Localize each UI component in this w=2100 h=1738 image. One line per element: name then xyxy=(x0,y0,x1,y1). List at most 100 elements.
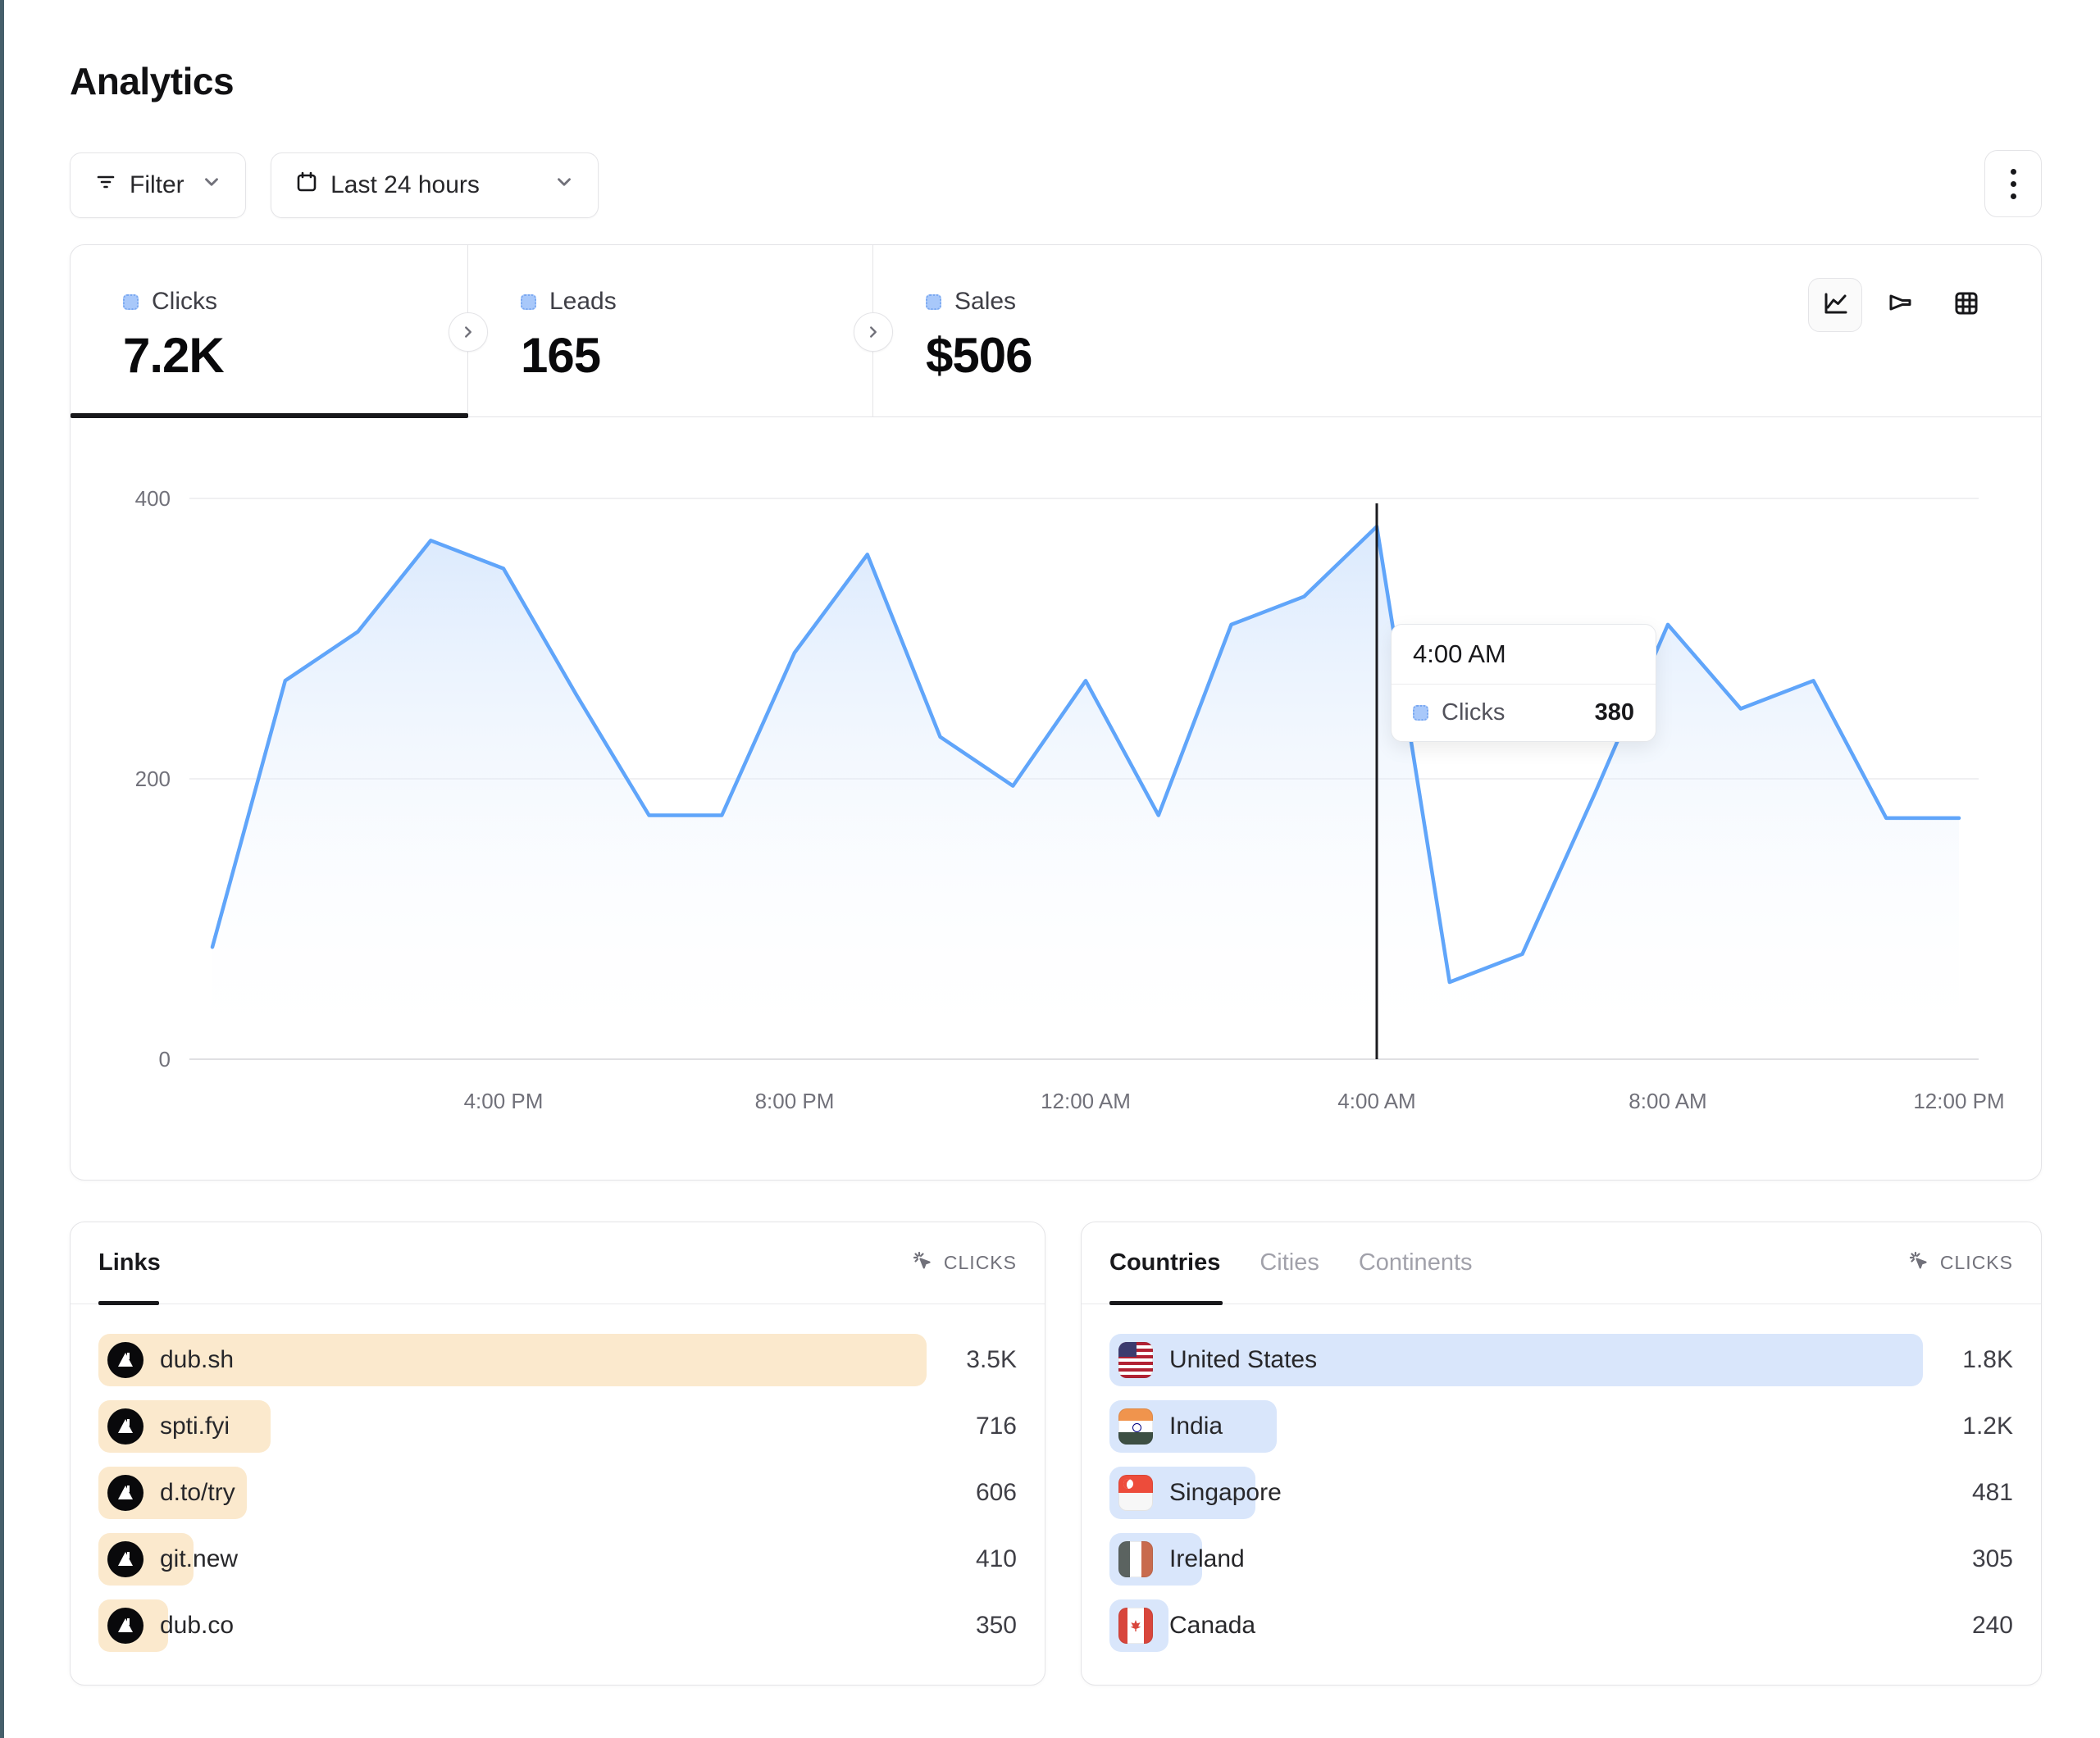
links-metric-label: CLICKS xyxy=(943,1252,1017,1273)
country-clicks-value: 1.2K xyxy=(1962,1413,2013,1440)
country-clicks-value: 1.8K xyxy=(1962,1346,2013,1373)
tab-countries[interactable]: Countries xyxy=(1109,1249,1221,1276)
link-clicks-value: 606 xyxy=(975,1479,1017,1506)
active-tab-underline xyxy=(71,413,468,418)
dub-logo-icon xyxy=(107,1408,143,1445)
kebab-menu-icon xyxy=(2010,168,2016,199)
link-clicks-value: 3.5K xyxy=(966,1346,1017,1373)
leads-value: 165 xyxy=(521,328,601,383)
sales-tab-label: Sales xyxy=(954,288,1017,315)
country-row[interactable]: Singapore 481 xyxy=(1109,1467,2013,1519)
links-panel-header: Links CLICKS xyxy=(71,1222,1045,1305)
leads-legend-icon xyxy=(521,293,536,310)
line-chart-view-button[interactable] xyxy=(1808,278,1862,332)
country-clicks-value: 240 xyxy=(1971,1612,2013,1639)
tab-sales[interactable]: Sales $506 xyxy=(873,245,1365,416)
clicks-time-series-chart[interactable]: 0 200 400 4:00 PM 8:00 PM 12:00 AM 4:00 AM 8:00… xyxy=(71,417,2040,1180)
tooltip-row: Clicks 380 xyxy=(1392,685,1656,741)
leads-tab-label: Leads xyxy=(549,288,617,315)
country-label: Singapore xyxy=(1169,1479,1282,1506)
tab-cities[interactable]: Cities xyxy=(1260,1249,1319,1276)
sales-legend-icon xyxy=(926,293,941,310)
links-panel: Links CLICKS dub.sh 3.5K spti.fyi 716 xyxy=(70,1222,1045,1686)
date-range-button[interactable]: Last 24 hours xyxy=(271,152,599,218)
x-axis-tick: 4:00 AM xyxy=(1337,1089,1415,1113)
link-label: spti.fyi xyxy=(160,1413,230,1440)
link-clicks-value: 716 xyxy=(975,1413,1017,1440)
x-axis-tick: 4:00 PM xyxy=(464,1089,544,1113)
y-axis-tick: 0 xyxy=(159,1047,171,1071)
tab-leads[interactable]: Leads 165 xyxy=(468,245,873,416)
country-clicks-value: 305 xyxy=(1971,1545,2013,1572)
chart-view-switcher xyxy=(1808,278,1993,332)
countries-list: United States 1.8K India 1.2K Singapore … xyxy=(1082,1304,2041,1652)
x-axis-tick: 8:00 PM xyxy=(755,1089,835,1113)
countries-metric-label: CLICKS xyxy=(1939,1252,2013,1273)
cursor-click-icon xyxy=(911,1249,934,1277)
dub-logo-icon xyxy=(107,1541,143,1577)
canada-flag-icon xyxy=(1118,1608,1153,1644)
chart-tooltip: 4:00 AM Clicks 380 xyxy=(1391,624,1656,742)
expand-clicks-leads-button[interactable] xyxy=(449,312,488,352)
link-row[interactable]: git.new 410 xyxy=(98,1533,1017,1586)
country-clicks-value: 481 xyxy=(1971,1479,2013,1506)
funnel-view-button[interactable] xyxy=(1874,278,1928,332)
y-axis-tick: 400 xyxy=(135,486,171,511)
ireland-flag-icon xyxy=(1118,1541,1153,1577)
page-title: Analytics xyxy=(70,60,235,102)
link-row[interactable]: spti.fyi 716 xyxy=(98,1400,1017,1453)
country-row[interactable]: India 1.2K xyxy=(1109,1400,2013,1453)
clicks-value: 7.2K xyxy=(123,328,225,383)
sales-value: $506 xyxy=(926,328,1032,383)
link-clicks-value: 410 xyxy=(975,1545,1017,1572)
link-clicks-value: 350 xyxy=(975,1612,1017,1639)
link-label: d.to/try xyxy=(160,1479,235,1506)
links-tab-underline xyxy=(98,1301,159,1305)
dub-logo-icon xyxy=(107,1342,143,1378)
expand-leads-sales-button[interactable] xyxy=(854,312,893,352)
country-label: India xyxy=(1169,1413,1223,1440)
country-row[interactable]: Ireland 305 xyxy=(1109,1533,2013,1586)
x-axis-tick: 12:00 AM xyxy=(1041,1089,1131,1113)
tooltip-series-label: Clicks xyxy=(1442,699,1506,726)
filter-button[interactable]: Filter xyxy=(70,152,246,218)
link-label: dub.co xyxy=(160,1612,235,1639)
tooltip-series-value: 380 xyxy=(1594,699,1634,726)
country-row[interactable]: United States 1.8K xyxy=(1109,1334,2013,1386)
analytics-card: Clicks 7.2K Leads 165 Sales $506 xyxy=(70,244,2042,1181)
tab-clicks[interactable]: Clicks 7.2K xyxy=(71,245,468,418)
toolbar: Filter Last 24 hours xyxy=(70,150,2042,218)
table-view-button[interactable] xyxy=(1939,278,1993,332)
dub-logo-icon xyxy=(107,1608,143,1644)
calendar-icon xyxy=(294,170,319,201)
cursor-click-icon xyxy=(1907,1249,1930,1277)
funnel-icon xyxy=(1885,288,1916,323)
date-range-label: Last 24 hours xyxy=(330,171,480,198)
links-list: dub.sh 3.5K spti.fyi 716 d.to/try 606 xyxy=(71,1304,1045,1652)
countries-panel: Countries Cities Continents CLICKS Unite… xyxy=(1081,1222,2042,1686)
chevron-down-icon xyxy=(201,171,222,199)
filter-button-label: Filter xyxy=(130,171,184,198)
more-options-button[interactable] xyxy=(1984,150,2042,217)
link-row[interactable]: dub.co 350 xyxy=(98,1599,1017,1652)
us-flag-icon xyxy=(1118,1342,1153,1378)
country-label: United States xyxy=(1169,1346,1318,1373)
clicks-legend-icon xyxy=(1413,705,1428,721)
links-metric-toggle[interactable]: CLICKS xyxy=(911,1249,1017,1277)
dub-logo-icon xyxy=(107,1475,143,1511)
table-grid-icon xyxy=(1951,288,1982,323)
india-flag-icon xyxy=(1118,1408,1153,1445)
link-row[interactable]: d.to/try 606 xyxy=(98,1467,1017,1519)
tab-links[interactable]: Links xyxy=(98,1249,161,1276)
country-label: Canada xyxy=(1169,1612,1256,1639)
link-label: dub.sh xyxy=(160,1346,235,1373)
y-axis-tick: 200 xyxy=(135,767,171,791)
countries-metric-toggle[interactable]: CLICKS xyxy=(1907,1249,2013,1277)
tab-continents[interactable]: Continents xyxy=(1358,1249,1473,1276)
link-row[interactable]: dub.sh 3.5K xyxy=(98,1334,1017,1386)
left-edge-accent xyxy=(0,0,4,1738)
x-axis-tick: 12:00 PM xyxy=(1913,1089,2004,1113)
link-label: git.new xyxy=(160,1545,239,1572)
country-row[interactable]: Canada 240 xyxy=(1109,1599,2013,1652)
stats-header: Clicks 7.2K Leads 165 Sales $506 xyxy=(71,245,2041,418)
